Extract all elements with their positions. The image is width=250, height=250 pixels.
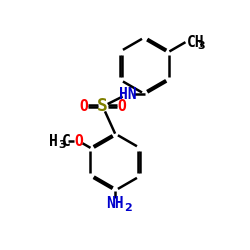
Text: HN: HN (119, 86, 136, 102)
Text: O: O (79, 99, 88, 114)
Text: 2: 2 (124, 202, 132, 212)
Text: 3: 3 (58, 140, 66, 150)
Text: O: O (74, 134, 83, 148)
Text: O: O (118, 99, 126, 114)
Text: H: H (50, 134, 58, 148)
Text: NH: NH (106, 196, 124, 211)
Text: CH: CH (187, 35, 205, 50)
Text: 3: 3 (197, 41, 205, 51)
Text: S: S (97, 98, 108, 116)
Text: C: C (62, 134, 70, 148)
